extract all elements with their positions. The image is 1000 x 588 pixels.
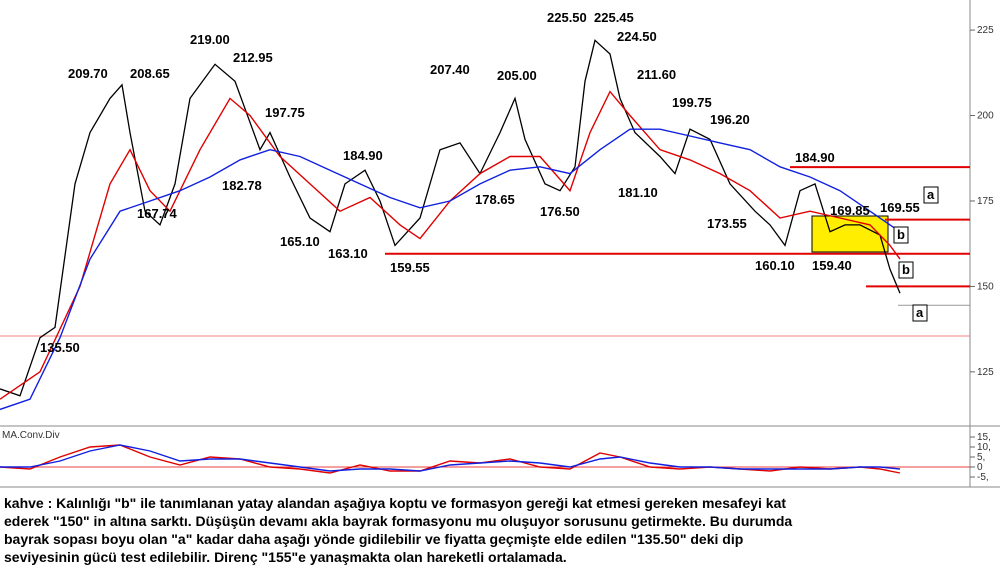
annotation: 169.55 bbox=[880, 200, 920, 215]
paragraph-line: kahve : Kalınlığı "b" ile tanımlanan yat… bbox=[4, 495, 786, 511]
y-tick-label: 10, bbox=[977, 442, 991, 453]
annotation: 173.55 bbox=[707, 216, 747, 231]
annotation: a bbox=[927, 187, 935, 202]
annotation: 165.10 bbox=[280, 234, 320, 249]
label-box bbox=[912, 304, 928, 322]
annotation: 163.10 bbox=[328, 246, 368, 261]
annotation: 212.95 bbox=[233, 50, 273, 65]
paragraph-line: ederek "150" in altına sarktı. Düşüşün d… bbox=[4, 513, 792, 529]
annotation: 169.85 bbox=[830, 203, 870, 218]
series-line bbox=[0, 128, 901, 411]
y-tick-label: 150 bbox=[977, 281, 994, 292]
annotation: 184.90 bbox=[795, 150, 835, 165]
annotation: 205.00 bbox=[497, 68, 537, 83]
annotation: 159.40 bbox=[812, 258, 852, 273]
annotation: 219.00 bbox=[190, 32, 230, 47]
y-tick-label: -5, bbox=[977, 472, 989, 483]
annotation: a bbox=[916, 305, 924, 320]
annotation: 182.78 bbox=[222, 178, 262, 193]
y-tick-label: 15, bbox=[977, 432, 991, 443]
annotation: 225.50 bbox=[547, 10, 587, 25]
annotation: 196.20 bbox=[710, 112, 750, 127]
annotation: 160.10 bbox=[755, 258, 795, 273]
annotation: 225.45 bbox=[594, 10, 634, 25]
annotation: 178.65 bbox=[475, 192, 515, 207]
annotation: b bbox=[897, 227, 905, 242]
flag-zone bbox=[811, 215, 889, 253]
paragraph-line: bayrak sopası boyu olan "a" kadar daha a… bbox=[4, 531, 743, 547]
annotation: b bbox=[902, 262, 910, 277]
annotation: 159.55 bbox=[390, 260, 430, 275]
annotation: 181.10 bbox=[618, 185, 658, 200]
annotation: 184.90 bbox=[343, 148, 383, 163]
annotation: 211.60 bbox=[637, 67, 676, 82]
y-tick-label: 200 bbox=[977, 111, 994, 122]
label-box bbox=[898, 261, 914, 279]
annotation: 208.65 bbox=[130, 66, 170, 81]
label-box bbox=[923, 186, 939, 204]
series-line bbox=[0, 90, 901, 400]
annotation: 135.50 bbox=[40, 340, 80, 355]
series-line bbox=[0, 444, 901, 472]
label-box bbox=[893, 226, 909, 244]
annotation: 176.50 bbox=[540, 204, 580, 219]
series-line bbox=[0, 444, 901, 474]
panel-title: MA.Conv.Div bbox=[2, 430, 60, 441]
annotation: 199.75 bbox=[672, 95, 712, 110]
y-tick-label: 125 bbox=[977, 367, 994, 378]
annotation: 197.75 bbox=[265, 105, 305, 120]
annotation: 224.50 bbox=[617, 29, 657, 44]
y-tick-label: 175 bbox=[977, 196, 994, 207]
annotation: 207.40 bbox=[430, 62, 470, 77]
annotation: 209.70 bbox=[68, 66, 108, 81]
y-tick-label: 225 bbox=[977, 25, 994, 36]
paragraph-line: seviyesinin gücü test edilebilir. Direnç… bbox=[4, 549, 567, 565]
annotation: 167.74 bbox=[137, 206, 178, 221]
y-tick-label: 5, bbox=[977, 452, 985, 463]
y-tick-label: 0 bbox=[977, 462, 983, 473]
